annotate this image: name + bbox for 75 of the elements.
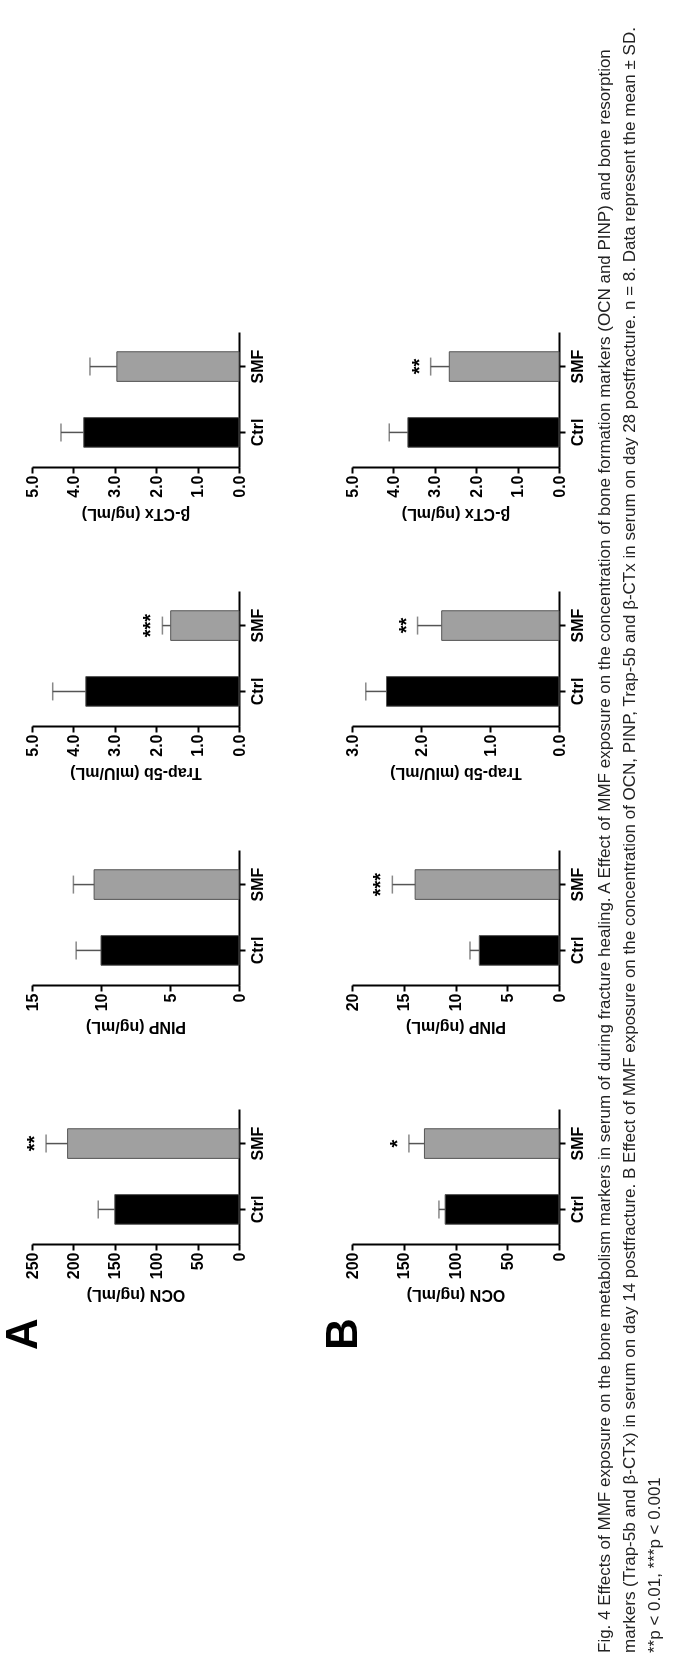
y-tick-label: Ctrl: [248, 677, 266, 706]
x-tick-label: 5: [498, 993, 516, 1003]
annotation: **: [394, 617, 417, 634]
x-tick-label: 0: [230, 993, 248, 1003]
x-tick-label: 0: [550, 1252, 568, 1262]
x-tick-label: 0.0: [230, 734, 248, 757]
y-tick-label: SMF: [568, 349, 586, 384]
x-tick-label: 2.0: [467, 475, 485, 498]
x-tick-label: 2.0: [412, 734, 430, 757]
annotation: **: [23, 1135, 46, 1152]
y-tick-label: SMF: [568, 1126, 586, 1161]
x-tick-label: 250: [23, 1252, 41, 1280]
x-tick-label: 3.0: [343, 734, 361, 757]
x-tick-label: 15: [23, 993, 41, 1012]
x-axis-title: PINP (ng/mL): [85, 1019, 187, 1037]
x-tick-label: 3.0: [426, 475, 444, 498]
x-tick-label: 2.0: [147, 475, 165, 498]
y-tick-label: Ctrl: [568, 936, 586, 965]
x-axis-title: Trap-5b (mIU/mL): [70, 764, 202, 782]
y-tick-label: Ctrl: [248, 1195, 266, 1224]
x-tick-label: 5: [161, 993, 179, 1003]
x-tick-label: 15: [395, 993, 413, 1012]
x-axis-title: β-CTx (ng/mL): [81, 505, 191, 523]
y-tick-label: Ctrl: [568, 1195, 586, 1224]
annotation: **: [407, 358, 430, 375]
y-tick-label: Ctrl: [248, 936, 266, 965]
x-tick-label: 50: [189, 1252, 207, 1271]
y-tick-label: Ctrl: [248, 418, 266, 447]
annotation: *: [385, 1139, 408, 1148]
text: A: [0, 1318, 46, 1350]
y-tick-label: Ctrl: [568, 677, 586, 706]
x-tick-label: 1.0: [481, 734, 499, 757]
x-tick-label: 200: [343, 1252, 361, 1280]
x-axis-title: OCN (ng/mL): [86, 1287, 186, 1305]
y-tick-label: SMF: [568, 608, 586, 643]
annotation: ***: [139, 613, 162, 638]
text: B: [316, 1318, 366, 1350]
y-tick-label: SMF: [248, 349, 266, 384]
x-tick-label: 4.0: [64, 475, 82, 498]
x-axis-title: Trap-5b (mIU/mL): [390, 764, 522, 782]
y-tick-label: SMF: [248, 608, 266, 643]
x-tick-label: 4.0: [64, 734, 82, 757]
x-tick-label: 0.0: [230, 475, 248, 498]
x-tick-label: 5.0: [343, 475, 361, 498]
x-tick-label: 200: [64, 1252, 82, 1280]
x-tick-label: 50: [498, 1252, 516, 1271]
x-tick-label: 100: [147, 1252, 165, 1280]
x-tick-label: 10: [447, 993, 464, 1012]
y-tick-label: SMF: [248, 1126, 266, 1161]
x-tick-label: 5.0: [23, 734, 41, 757]
y-tick-label: Ctrl: [568, 418, 586, 447]
x-tick-label: 5.0: [23, 475, 41, 498]
y-tick-label: SMF: [248, 867, 266, 902]
x-tick-label: 0.0: [550, 734, 568, 757]
y-tick-label: SMF: [568, 867, 586, 902]
x-tick-label: 20: [343, 993, 361, 1012]
x-tick-label: 0.0: [550, 475, 568, 498]
x-tick-label: 0: [550, 993, 568, 1003]
x-tick-label: 10: [92, 993, 110, 1012]
x-tick-label: 4.0: [384, 475, 402, 498]
x-tick-label: 150: [106, 1252, 124, 1280]
x-tick-label: 3.0: [106, 734, 124, 757]
x-axis-title: OCN (ng/mL): [406, 1287, 506, 1305]
x-tick-label: 0: [230, 1252, 248, 1262]
annotation: ***: [369, 872, 392, 897]
x-tick-label: 3.0: [106, 475, 124, 498]
x-tick-label: 1.0: [509, 475, 527, 498]
x-tick-label: 150: [395, 1252, 413, 1280]
x-tick-label: 2.0: [147, 734, 165, 757]
caption: Fig. 4 Effects of MMF exposure on the bone metabolism markers in serum of during fracture healing. A Effect of MMF exposure on the concentration of bone formation markers (OCN and PINP) and bone resorption markers (Trap-5b and β-CTx) in serum on day 14 postfracture. B Effect of MMF exposure on the concentration of OCN, PINP, Trap-5b and β-CTx in serum on day 28 postfracture. n = 8. Data represent the mean ± SD. **p < 0.01, ***p < 0.001: [595, 27, 664, 1653]
x-tick-label: 1.0: [189, 475, 207, 498]
x-tick-label: 1.0: [189, 734, 207, 757]
x-tick-label: 100: [447, 1252, 464, 1280]
x-axis-title: PINP (ng/mL): [405, 1019, 507, 1037]
x-axis-title: β-CTx (ng/mL): [401, 505, 511, 523]
